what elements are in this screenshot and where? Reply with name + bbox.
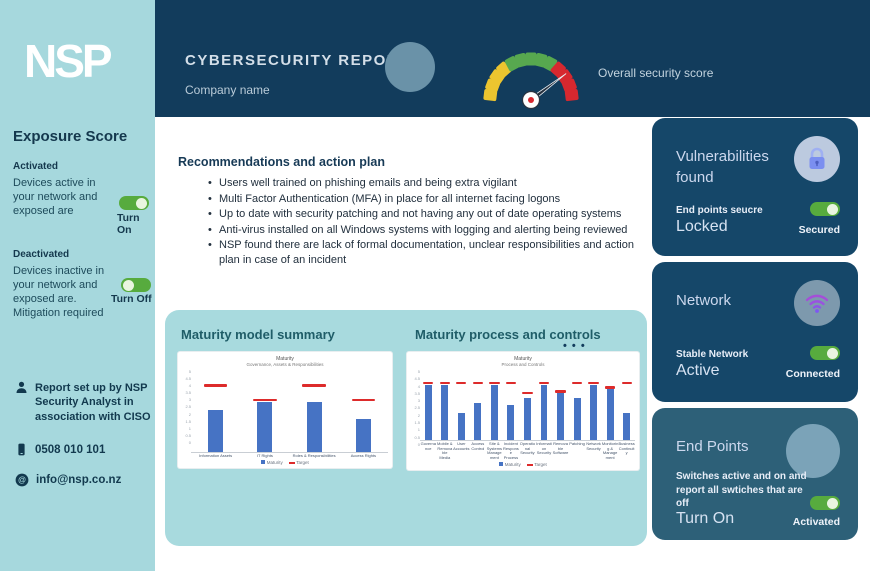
maturity-model-summary-chart: Maturity Governance, Assets & Responsibil… — [178, 352, 392, 468]
secured-label: Secured — [798, 224, 840, 236]
report-contact-row: Report set up by NSP Security Analyst in… — [15, 381, 151, 424]
nsp-logo: NSP — [24, 35, 113, 87]
person-icon — [15, 381, 28, 424]
deactivated-toggle[interactable] — [121, 278, 151, 292]
endpoints-state-text: Turn On — [676, 510, 735, 527]
security-score-gauge-icon — [483, 52, 579, 110]
exposure-score-title: Exposure Score — [13, 128, 128, 145]
endpoints-title: End Points — [676, 438, 749, 455]
vulnerabilities-title: Vulnerabilities found — [676, 148, 769, 186]
maturity-model-summary-title: Maturity model summary — [181, 327, 335, 342]
turn-on-label: Turn On — [117, 212, 140, 236]
recommendation-item: Up to date with security patching and no… — [208, 207, 636, 222]
maturity-charts-panel: Maturity model summary Maturity process … — [165, 310, 647, 546]
turn-off-label: Turn Off — [111, 293, 152, 305]
email-contact-row: @ info@nsp.co.nz — [15, 473, 121, 488]
toggle-knob — [136, 197, 147, 209]
score-circle-icon — [385, 42, 435, 92]
email-icon: @ — [15, 473, 29, 488]
toggle-knob — [123, 279, 134, 291]
network-toggle[interactable] — [810, 346, 840, 360]
recommendations-list: Users well trained on phishing emails an… — [208, 176, 636, 268]
deactivated-label: Deactivated — [13, 249, 70, 260]
toggle-knob — [827, 347, 838, 359]
activated-toggle[interactable] — [119, 196, 149, 210]
wifi-icon — [794, 280, 840, 326]
recommendation-item: Users well trained on phishing emails an… — [208, 176, 636, 191]
svg-text:@: @ — [18, 476, 26, 485]
network-state-text: Active — [676, 362, 720, 379]
chart-menu-dots[interactable]: • • • — [563, 340, 586, 352]
network-card: Network Stable Network Active Connected — [652, 262, 858, 402]
toggle-knob — [827, 497, 838, 509]
phone-contact-row: 0508 010 101 — [15, 443, 105, 458]
network-title: Network — [676, 292, 732, 309]
recommendation-item: NSP found there are lack of formal docum… — [208, 238, 636, 267]
toggle-knob — [827, 203, 838, 215]
report-header: CYBERSECURITY REPORT Company name Overal… — [155, 0, 870, 117]
recommendation-item: Anti-virus installed on all Windows syst… — [208, 223, 636, 238]
vulnerabilities-status-label: End points seucre — [676, 205, 763, 216]
endpoints-card: End Points Switches active and on and re… — [652, 408, 858, 540]
maturity-process-controls-chart: Maturity Process and Controls 5 4.5 4 3.5 3 2.5… — [407, 352, 639, 470]
activated-state-label: Activated — [792, 516, 840, 528]
network-status-label: Stable Network — [676, 349, 749, 360]
endpoint-circle-icon — [786, 424, 840, 478]
activated-description: Devices active in your network and expos… — [13, 177, 98, 218]
endpoints-status-label: Switches active and on and report all sw… — [676, 471, 807, 509]
phone-number: 0508 010 101 — [35, 444, 106, 456]
phone-icon — [15, 443, 28, 458]
deactivated-description: Devices inactive in your network and exp… — [13, 265, 105, 320]
lock-icon — [794, 136, 840, 182]
email-address: info@nsp.co.nz — [36, 474, 122, 486]
gauge-label: Overall security score — [598, 66, 714, 80]
maturity-process-controls-title: Maturity process and controls — [415, 327, 601, 342]
vulnerabilities-toggle[interactable] — [810, 202, 840, 216]
company-name: Company name — [185, 83, 270, 97]
activated-label: Activated — [13, 161, 59, 172]
endpoints-toggle[interactable] — [810, 496, 840, 510]
vulnerabilities-state-text: Locked — [676, 218, 728, 235]
page-title: CYBERSECURITY REPORT — [185, 52, 410, 69]
report-setup-text: Report set up by NSP Security Analyst in… — [35, 382, 151, 423]
left-sidebar: NSP Exposure Score Activated Devices act… — [0, 0, 155, 571]
vulnerabilities-card: Vulnerabilities found End points seucre … — [652, 118, 858, 256]
recommendations-title: Recommendations and action plan — [178, 155, 385, 169]
recommendation-item: Multi Factor Authentication (MFA) in pla… — [208, 192, 636, 207]
connected-label: Connected — [785, 368, 840, 380]
